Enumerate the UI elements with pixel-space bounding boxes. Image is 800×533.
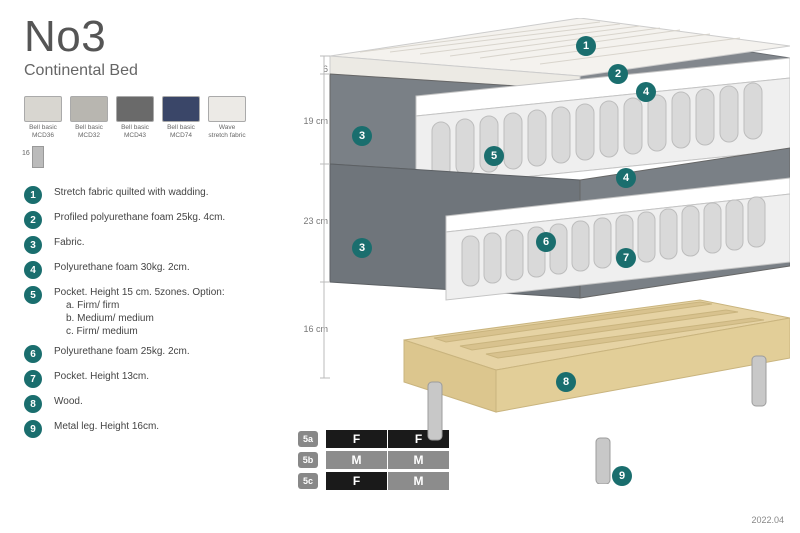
legend-number-badge: 6: [24, 345, 42, 363]
diagram-marker: 8: [556, 372, 576, 392]
swatch-color: [162, 96, 200, 122]
legend-item: 9 Metal leg. Height 16cm.: [24, 420, 284, 438]
fabric-swatch: Bell basicMCD74: [162, 96, 200, 140]
legend-item: 7 Pocket. Height 13cm.: [24, 370, 284, 388]
diagram-marker: 3: [352, 126, 372, 146]
legend-number-badge: 1: [24, 186, 42, 204]
fabric-swatch: Bell basicMCD32: [70, 96, 108, 140]
legend-text: Fabric.: [54, 236, 85, 249]
diagram-marker: 4: [616, 168, 636, 188]
legend-item: 6 Polyurethane foam 25kg. 2cm.: [24, 345, 284, 363]
diagram-marker: 9: [612, 466, 632, 486]
swatch-color: [116, 96, 154, 122]
legend-text: Pocket. Height 15 cm. 5zones. Option:a. …: [54, 286, 225, 338]
diagram-marker: 1: [576, 36, 596, 56]
legend-text: Stretch fabric quilted with wadding.: [54, 186, 209, 199]
swatch-label: Bell basicMCD32: [70, 124, 108, 140]
fabric-swatch: Bell basicMCD43: [116, 96, 154, 140]
legend-number-badge: 9: [24, 420, 42, 438]
diagram-marker: 4: [636, 82, 656, 102]
leg-swatch: 16: [24, 146, 52, 168]
legend-item: 2 Profiled polyurethane foam 25kg. 4cm.: [24, 211, 284, 229]
leg-swatch-box: [32, 146, 44, 168]
legend-text: Profiled polyurethane foam 25kg. 4cm.: [54, 211, 225, 224]
fabric-swatch: Bell basicMCD36: [24, 96, 62, 140]
fabric-swatch: Wavestretch fabric: [208, 96, 246, 140]
legend-number-badge: 2: [24, 211, 42, 229]
legend-item: 5 Pocket. Height 15 cm. 5zones. Option:a.…: [24, 286, 284, 338]
swatch-label: Wavestretch fabric: [208, 124, 246, 140]
leg-size-label: 16: [22, 150, 30, 157]
legend-number-badge: 8: [24, 395, 42, 413]
diagram-marker: 2: [608, 64, 628, 84]
diagram-marker: 3: [352, 238, 372, 258]
legend-item: 3 Fabric.: [24, 236, 284, 254]
swatch-color: [24, 96, 62, 122]
page-subtitle: Continental Bed: [24, 62, 138, 80]
legend-number-badge: 5: [24, 286, 42, 304]
diagram-marker: 7: [616, 248, 636, 268]
swatch-color: [208, 96, 246, 122]
revision-date: 2022.04: [751, 515, 784, 525]
legend-text: Wood.: [54, 395, 83, 408]
legend-text: Polyurethane foam 30kg. 2cm.: [54, 261, 190, 274]
legend-list: 1 Stretch fabric quilted with wadding. 2 Pr…: [24, 186, 284, 445]
legend-number-badge: 3: [24, 236, 42, 254]
swatch-color: [70, 96, 108, 122]
diagram-marker: 6: [536, 232, 556, 252]
legend-number-badge: 7: [24, 370, 42, 388]
legend-item: 8 Wood.: [24, 395, 284, 413]
legend-number-badge: 4: [24, 261, 42, 279]
swatch-label: Bell basicMCD36: [24, 124, 62, 140]
legend-text: Pocket. Height 13cm.: [54, 370, 149, 383]
diagram-marker: 5: [484, 146, 504, 166]
swatch-label: Bell basicMCD43: [116, 124, 154, 140]
fabric-swatches: Bell basicMCD36 Bell basicMCD32 Bell basic…: [24, 96, 246, 140]
legend-text: Polyurethane foam 25kg. 2cm.: [54, 345, 190, 358]
legend-item: 4 Polyurethane foam 30kg. 2cm.: [24, 261, 284, 279]
page-title: No3: [24, 12, 106, 62]
swatch-label: Bell basicMCD74: [162, 124, 200, 140]
legend-item: 1 Stretch fabric quilted with wadding.: [24, 186, 284, 204]
legend-text: Metal leg. Height 16cm.: [54, 420, 159, 433]
